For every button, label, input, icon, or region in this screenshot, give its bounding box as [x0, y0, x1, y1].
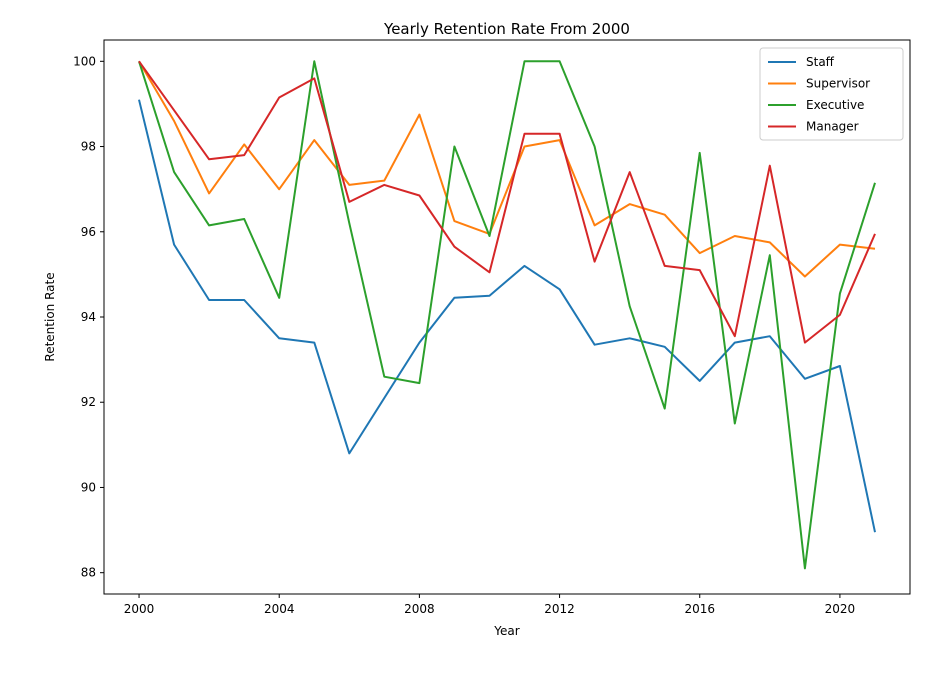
y-tick-label: 100 — [73, 54, 96, 68]
y-tick-label: 96 — [81, 225, 96, 239]
x-axis: 2000 2004 2008 2012 2016 2020 — [124, 594, 855, 616]
y-tick-label: 88 — [81, 566, 96, 580]
chart-title: Yearly Retention Rate From 2000 — [383, 20, 630, 38]
x-tick-label: 2008 — [404, 602, 435, 616]
y-tick-label: 94 — [81, 310, 96, 324]
x-tick-label: 2000 — [124, 602, 155, 616]
x-tick-label: 2020 — [825, 602, 856, 616]
y-axis-label: Retention Rate — [43, 272, 57, 361]
y-axis: 88 90 92 94 96 98 100 — [73, 54, 104, 580]
y-tick-label: 90 — [81, 480, 96, 494]
legend-box — [759, 47, 904, 141]
series-line-supervisor — [138, 60, 876, 278]
x-tick-label: 2012 — [544, 602, 575, 616]
series-line-staff — [138, 99, 876, 533]
legend-item-manager: Manager — [806, 120, 859, 134]
y-tick-label: 98 — [81, 140, 96, 154]
y-tick-label: 92 — [81, 395, 96, 409]
legend-item-supervisor: Supervisor — [806, 77, 870, 91]
legend: Staff Supervisor Executive Manager — [759, 47, 904, 141]
x-tick-label: 2016 — [684, 602, 715, 616]
x-tick-label: 2004 — [264, 602, 295, 616]
legend-item-executive: Executive — [806, 98, 864, 112]
series-line-executive — [138, 60, 876, 570]
series-line-manager — [138, 60, 876, 344]
legend-item-staff: Staff — [806, 55, 835, 69]
series-layer — [138, 60, 876, 570]
x-axis-label: Year — [493, 624, 519, 638]
